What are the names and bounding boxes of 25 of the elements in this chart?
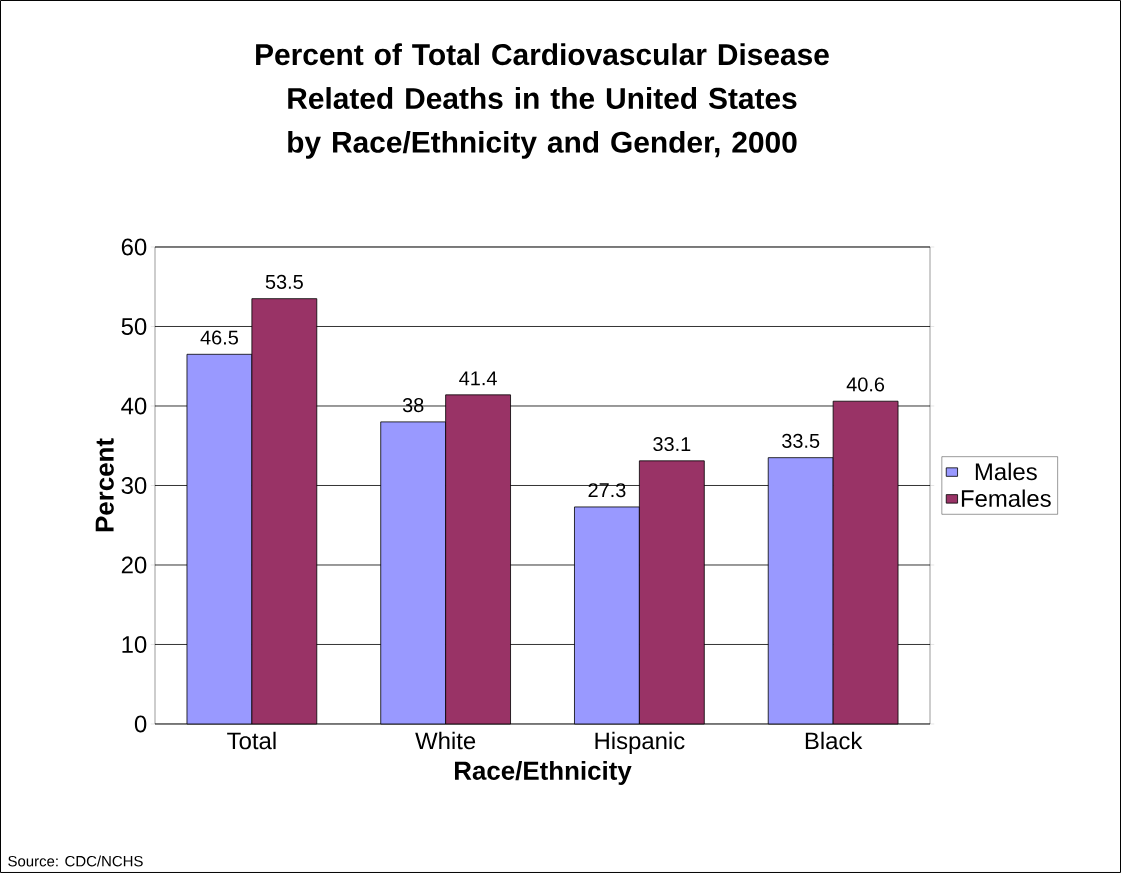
data-label: 40.6 [846,377,885,392]
y-tick-label: 60 [121,238,147,256]
legend-label: Males [975,462,1037,481]
y-tick-label: 20 [121,556,147,574]
data-label: 53.5 [265,274,303,289]
x-tick-label: White [415,731,476,750]
y-tick-label: 0 [134,715,147,733]
x-tick-label: Total [227,731,276,750]
source-note: Source: CDC/NCHS [8,855,143,867]
data-label: 33.1 [653,437,691,452]
y-tick-label: 50 [121,318,147,335]
y-tick-label: 30 [121,477,147,494]
data-label: 27.3 [588,483,626,498]
chart-title: Percent of Total Cardiovascular Disease Related Deaths in the United States by Race/Ethnicity and Gender, 2000 [256,43,829,159]
legend-label: Females [961,489,1051,508]
x-tick-label: Black [805,731,863,750]
x-tick-label: Hispanic [595,731,685,755]
x-axis-title: Race/Ethnicity [455,760,632,786]
data-label: 38 [402,398,424,413]
y-tick-label: 40 [121,397,147,415]
y-axis-title: Percent [95,438,114,532]
y-tick-label: 10 [122,636,147,653]
data-label: 33.5 [782,433,820,448]
data-label: 41.4 [459,371,497,386]
data-label: 46.5 [200,330,238,345]
